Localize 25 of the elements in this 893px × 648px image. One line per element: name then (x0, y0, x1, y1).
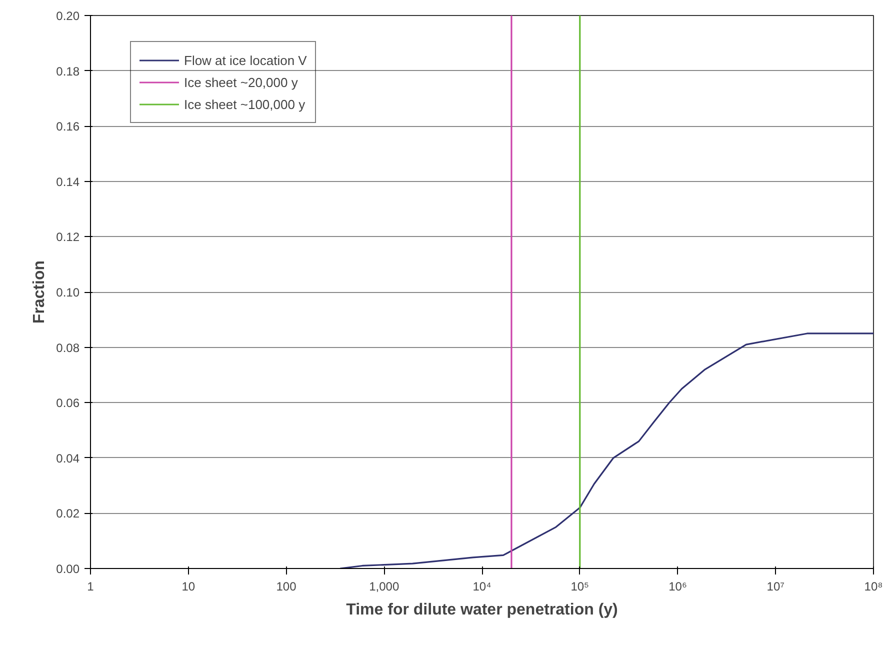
y-tick-label: 0.16 (56, 120, 80, 134)
y-tick-label: 0.06 (56, 396, 80, 410)
y-tick-label: 0.00 (56, 562, 80, 576)
y-tick-label: 0.10 (56, 286, 80, 300)
x-tick-label: 1 (87, 580, 94, 594)
y-tick-label: 0.12 (56, 230, 80, 244)
y-axis-title: Fraction (31, 260, 48, 324)
x-tick-label: 100 (276, 580, 297, 594)
y-tick-label: 0.04 (56, 451, 80, 466)
x-tick-label: 10⁸ (864, 580, 883, 594)
y-tick-label: 0.14 (56, 174, 80, 189)
x-tick-label: 10⁶ (668, 580, 687, 594)
x-tick-label: 1,000 (369, 580, 400, 594)
x-tick-label: 10⁷ (766, 580, 784, 594)
y-tick-label: 0.02 (56, 506, 80, 521)
y-tick-label: 0.20 (56, 9, 80, 23)
x-tick-label: 10⁵ (570, 580, 590, 594)
y-tick-label: 0.08 (56, 340, 80, 355)
x-tick-label: 10 (182, 580, 196, 594)
x-axis-title: Time for dilute water penetration (y) (346, 602, 618, 618)
y-tick-label: 0.18 (56, 64, 80, 78)
legend-label: Ice sheet ~20,000 y (184, 74, 298, 90)
x-tick-label: 10⁴ (472, 580, 492, 594)
legend-label: Ice sheet ~100,000 y (184, 96, 306, 112)
legend-label: Flow at ice location V (184, 52, 307, 68)
